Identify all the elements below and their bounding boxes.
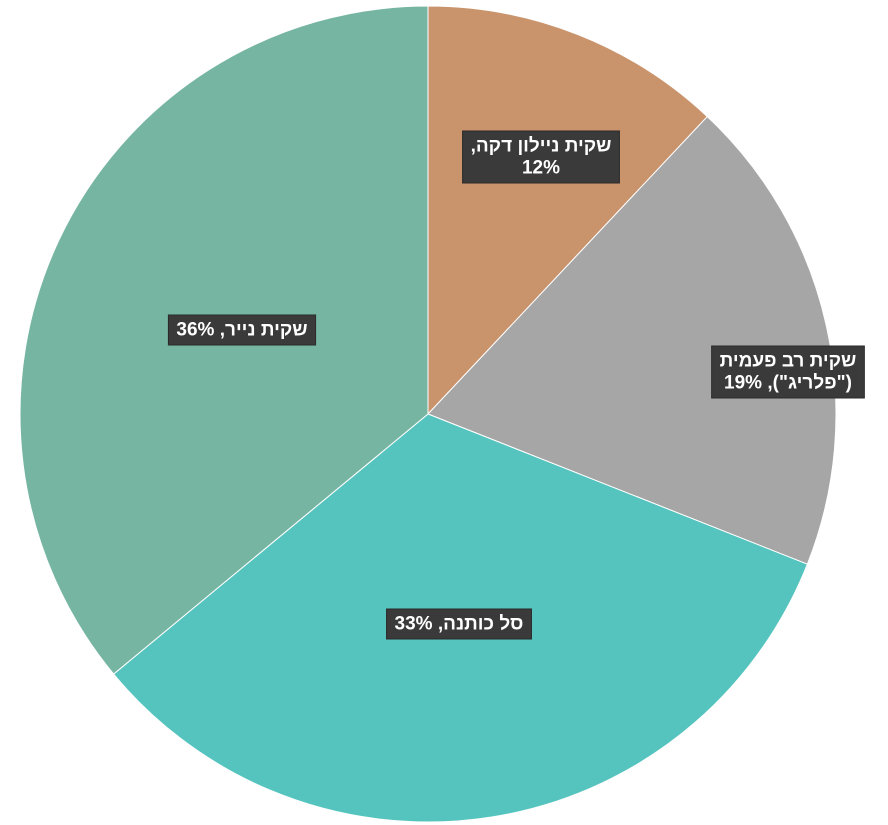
data-label-text: שקית ניילון דקה, (471, 136, 612, 157)
slices-layer (19, 5, 837, 823)
data-label-3: סל כותנה, 33% (386, 608, 532, 640)
pie-slice-2 (427, 115, 837, 565)
data-label-box (167, 314, 317, 346)
pie-slice-1 (427, 5, 709, 416)
data-label-box (462, 130, 620, 184)
data-label-text: ("פלריג"), 19% (724, 373, 852, 394)
data-label-1: שקית ניילון דקה,12% (462, 130, 620, 184)
labels-layer: שקית ניילון דקה,12% שקית רב פעמית("פלריג"… (167, 130, 865, 640)
data-label-2: שקית רב פעמית("פלריג"), 19% (711, 345, 865, 399)
data-label-4: שקית נייר, 36% (167, 314, 317, 346)
data-label-text: שקית רב פעמית (720, 351, 857, 372)
data-label-text: 12% (522, 158, 560, 179)
data-label-text: שקית נייר, 36% (176, 320, 307, 341)
data-label-text: סל כותנה, 33% (395, 614, 524, 635)
data-label-box (386, 608, 532, 640)
data-label-box (711, 345, 865, 399)
